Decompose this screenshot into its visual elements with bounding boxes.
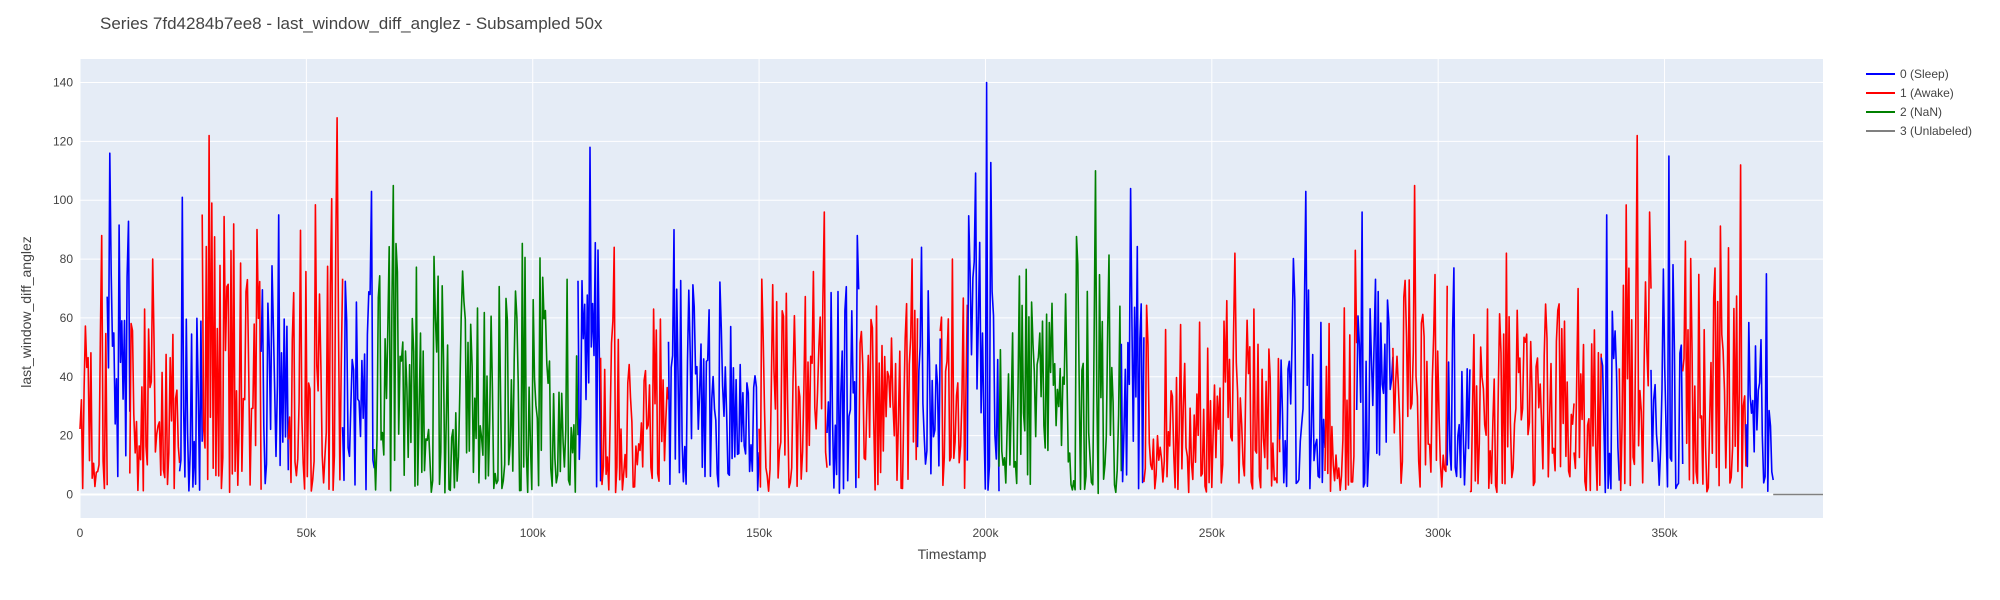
legend-label: 1 (Awake) <box>1900 86 1954 100</box>
series-1-segment <box>1573 287 1602 492</box>
x-tick-label: 350k <box>1652 526 1679 540</box>
series-0-segment <box>260 214 290 485</box>
series-1-segment <box>599 246 670 494</box>
y-axis-title: last_window_diff_anglez <box>18 236 34 388</box>
x-axis-title: Timestamp <box>918 546 987 562</box>
y-tick-label: 80 <box>60 252 74 266</box>
x-tick-label: 0 <box>77 526 84 540</box>
series-0-segment <box>1278 190 1326 490</box>
x-tick-label: 100k <box>520 526 547 540</box>
x-tick-label: 250k <box>1199 526 1226 540</box>
series-1-segment <box>939 258 969 489</box>
series-0-segment <box>1745 273 1774 492</box>
y-tick-label: 100 <box>53 193 73 207</box>
series-1-segment <box>1392 184 1448 488</box>
legend-item[interactable]: 0 (Sleep) <box>1866 67 1949 81</box>
y-tick-label: 140 <box>53 76 73 90</box>
legend-label: 3 (Unlabeled) <box>1900 124 1972 138</box>
series-0-segment <box>1650 155 1684 490</box>
series-1-segment <box>1681 164 1747 493</box>
series-0-segment <box>1355 211 1394 488</box>
y-tick-label: 60 <box>60 311 74 325</box>
chart-title: Series 7fd4284b7ee8 - last_window_diff_a… <box>100 14 603 33</box>
legend-item[interactable]: 1 (Awake) <box>1866 86 1954 100</box>
series-0-segment <box>341 190 376 491</box>
x-axis-ticks: 0 50k 100k 150k 200k 250k 300k 350k <box>77 526 1679 540</box>
series-0-segment <box>667 228 760 492</box>
x-tick-label: 150k <box>746 526 773 540</box>
series-2-segment <box>998 170 1123 495</box>
series-1-segment <box>79 234 108 490</box>
series-0-segment <box>916 246 941 475</box>
legend-item[interactable]: 2 (NaN) <box>1866 105 1942 119</box>
series-2-segment <box>373 184 579 494</box>
y-tick-label: 20 <box>60 429 74 443</box>
series-1-segment <box>1469 252 1575 494</box>
series-lines <box>79 81 1823 496</box>
series-1-segment <box>1143 252 1281 494</box>
x-tick-label: 50k <box>297 526 317 540</box>
y-tick-label: 0 <box>66 487 73 501</box>
series-0-segment <box>106 152 131 478</box>
series-1-segment <box>1618 134 1652 492</box>
legend-label: 0 (Sleep) <box>1900 67 1949 81</box>
series-0-segment <box>178 196 203 492</box>
series-0-segment <box>577 146 602 488</box>
y-axis-ticks: 0 20 40 60 80 100 120 140 <box>53 76 73 502</box>
legend-label: 2 (NaN) <box>1900 105 1942 119</box>
x-tick-label: 300k <box>1425 526 1452 540</box>
legend-item[interactable]: 3 (Unlabeled) <box>1866 124 1972 138</box>
y-tick-label: 120 <box>53 134 73 148</box>
series-1-segment <box>857 258 919 491</box>
y-tick-label: 40 <box>60 370 74 384</box>
series-0-segment <box>966 81 1000 492</box>
series-0-segment <box>1600 214 1621 494</box>
series-1-segment <box>287 117 344 492</box>
series-1-segment <box>1324 249 1358 492</box>
x-tick-label: 200k <box>972 526 999 540</box>
series-0-segment <box>826 234 860 494</box>
legend[interactable]: 0 (Sleep) 1 (Awake) 2 (NaN) 3 (Unlabeled) <box>1866 67 1972 138</box>
series-1-segment <box>201 134 262 494</box>
series-0-segment <box>1120 187 1145 490</box>
series-0-segment <box>1446 267 1471 486</box>
series-1-segment <box>129 258 181 492</box>
series-1-segment <box>758 211 828 492</box>
